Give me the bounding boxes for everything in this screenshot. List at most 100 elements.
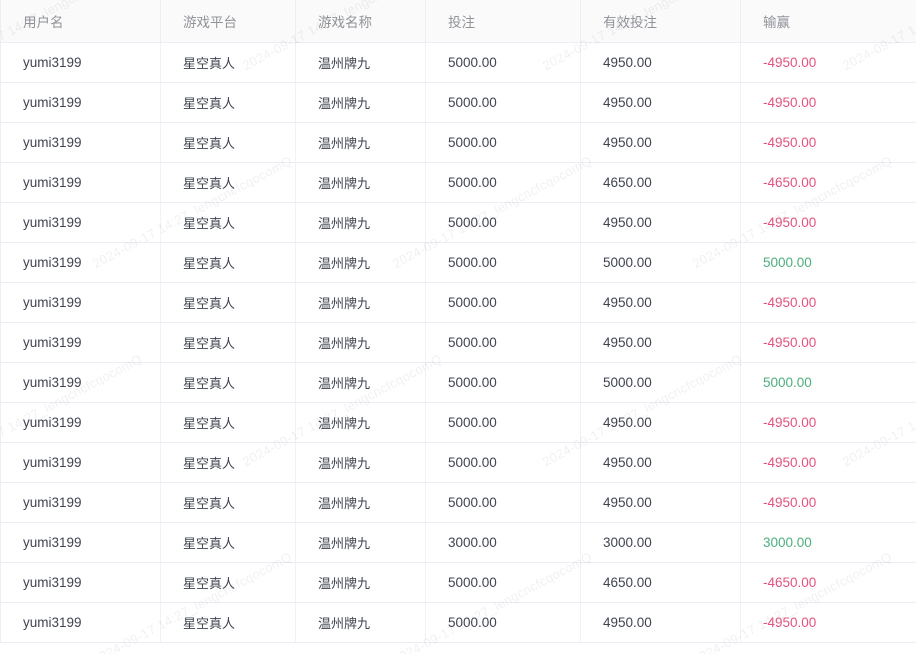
cell-game: 温州牌九 [295,442,426,483]
cell-username: yumi3199 [0,282,161,323]
cell-win-loss: -4650.00 [740,162,916,203]
table-body: yumi3199 星空真人 温州牌九 5000.00 4950.00 -4950.00 yu… [0,42,916,643]
cell-valid-bet: 4950.00 [580,602,741,643]
cell-platform: 星空真人 [160,522,296,563]
cell-game: 温州牌九 [295,402,426,443]
table-row[interactable]: yumi3199 星空真人 温州牌九 5000.00 4950.00 -4950.00 [0,482,916,523]
column-header-game[interactable]: 游戏名称 [295,0,426,43]
table-row[interactable]: yumi3199 星空真人 温州牌九 5000.00 4950.00 -4950.00 [0,42,916,83]
cell-valid-bet: 5000.00 [580,242,741,283]
cell-platform: 星空真人 [160,242,296,283]
cell-bet: 5000.00 [425,442,581,483]
cell-game: 温州牌九 [295,162,426,203]
cell-username: yumi3199 [0,122,161,163]
cell-bet: 5000.00 [425,482,581,523]
cell-game: 温州牌九 [295,282,426,323]
cell-bet: 5000.00 [425,602,581,643]
cell-game: 温州牌九 [295,242,426,283]
cell-game: 温州牌九 [295,82,426,123]
cell-game: 温州牌九 [295,362,426,403]
table-row[interactable]: yumi3199 星空真人 温州牌九 5000.00 5000.00 5000.00 [0,242,916,283]
cell-username: yumi3199 [0,162,161,203]
cell-bet: 5000.00 [425,162,581,203]
cell-platform: 星空真人 [160,362,296,403]
cell-bet: 5000.00 [425,122,581,163]
cell-win-loss: -4950.00 [740,442,916,483]
table-row[interactable]: yumi3199 星空真人 温州牌九 5000.00 4950.00 -4950.00 [0,602,916,643]
cell-valid-bet: 4950.00 [580,82,741,123]
cell-win-loss: 5000.00 [740,242,916,283]
table-row[interactable]: yumi3199 星空真人 温州牌九 5000.00 4950.00 -4950.00 [0,402,916,443]
cell-game: 温州牌九 [295,482,426,523]
cell-username: yumi3199 [0,522,161,563]
cell-bet: 5000.00 [425,402,581,443]
cell-platform: 星空真人 [160,122,296,163]
column-header-platform[interactable]: 游戏平台 [160,0,296,43]
cell-valid-bet: 4650.00 [580,162,741,203]
column-header-bet[interactable]: 投注 [425,0,581,43]
table-row[interactable]: yumi3199 星空真人 温州牌九 5000.00 4950.00 -4950.00 [0,202,916,243]
cell-username: yumi3199 [0,242,161,283]
table-row[interactable]: yumi3199 星空真人 温州牌九 5000.00 4950.00 -4950.00 [0,282,916,323]
cell-game: 温州牌九 [295,522,426,563]
cell-valid-bet: 4950.00 [580,482,741,523]
table-row[interactable]: yumi3199 星空真人 温州牌九 5000.00 4950.00 -4950.00 [0,322,916,363]
column-header-win-loss[interactable]: 输赢 [740,0,916,43]
table-row[interactable]: yumi3199 星空真人 温州牌九 5000.00 4650.00 -4650.00 [0,162,916,203]
cell-valid-bet: 4950.00 [580,322,741,363]
table-row[interactable]: yumi3199 星空真人 温州牌九 5000.00 4950.00 -4950.00 [0,122,916,163]
table-row[interactable]: yumi3199 星空真人 温州牌九 3000.00 3000.00 3000.00 [0,522,916,563]
cell-valid-bet: 3000.00 [580,522,741,563]
table-header: 用户名 游戏平台 游戏名称 投注 有效投注 输赢 [0,0,916,43]
cell-username: yumi3199 [0,322,161,363]
cell-win-loss: -4950.00 [740,482,916,523]
cell-valid-bet: 4950.00 [580,42,741,83]
cell-win-loss: -4950.00 [740,602,916,643]
cell-valid-bet: 4950.00 [580,122,741,163]
table-row[interactable]: yumi3199 星空真人 温州牌九 5000.00 4650.00 -4650.00 [0,562,916,603]
column-header-username[interactable]: 用户名 [0,0,161,43]
cell-platform: 星空真人 [160,82,296,123]
cell-game: 温州牌九 [295,562,426,603]
cell-platform: 星空真人 [160,162,296,203]
cell-win-loss: -4950.00 [740,402,916,443]
cell-platform: 星空真人 [160,602,296,643]
cell-username: yumi3199 [0,402,161,443]
cell-win-loss: -4950.00 [740,122,916,163]
cell-win-loss: -4950.00 [740,42,916,83]
table-row[interactable]: yumi3199 星空真人 温州牌九 5000.00 5000.00 5000.00 [0,362,916,403]
cell-game: 温州牌九 [295,122,426,163]
cell-game: 温州牌九 [295,322,426,363]
cell-bet: 5000.00 [425,82,581,123]
table-header-row: 用户名 游戏平台 游戏名称 投注 有效投注 输赢 [0,0,916,43]
cell-username: yumi3199 [0,42,161,83]
cell-platform: 星空真人 [160,402,296,443]
column-header-valid-bet[interactable]: 有效投注 [580,0,741,43]
cell-valid-bet: 4650.00 [580,562,741,603]
cell-valid-bet: 4950.00 [580,442,741,483]
cell-platform: 星空真人 [160,282,296,323]
cell-valid-bet: 4950.00 [580,282,741,323]
cell-platform: 星空真人 [160,442,296,483]
table-row[interactable]: yumi3199 星空真人 温州牌九 5000.00 4950.00 -4950.00 [0,442,916,483]
cell-win-loss: -4650.00 [740,562,916,603]
cell-bet: 5000.00 [425,562,581,603]
cell-game: 温州牌九 [295,602,426,643]
cell-win-loss: 5000.00 [740,362,916,403]
cell-username: yumi3199 [0,602,161,643]
cell-bet: 5000.00 [425,322,581,363]
cell-bet: 5000.00 [425,362,581,403]
table-row[interactable]: yumi3199 星空真人 温州牌九 5000.00 4950.00 -4950.00 [0,82,916,123]
cell-platform: 星空真人 [160,202,296,243]
cell-win-loss: -4950.00 [740,322,916,363]
cell-platform: 星空真人 [160,322,296,363]
cell-bet: 5000.00 [425,282,581,323]
cell-bet: 5000.00 [425,42,581,83]
cell-username: yumi3199 [0,82,161,123]
cell-username: yumi3199 [0,442,161,483]
cell-valid-bet: 4950.00 [580,202,741,243]
cell-username: yumi3199 [0,482,161,523]
cell-username: yumi3199 [0,202,161,243]
